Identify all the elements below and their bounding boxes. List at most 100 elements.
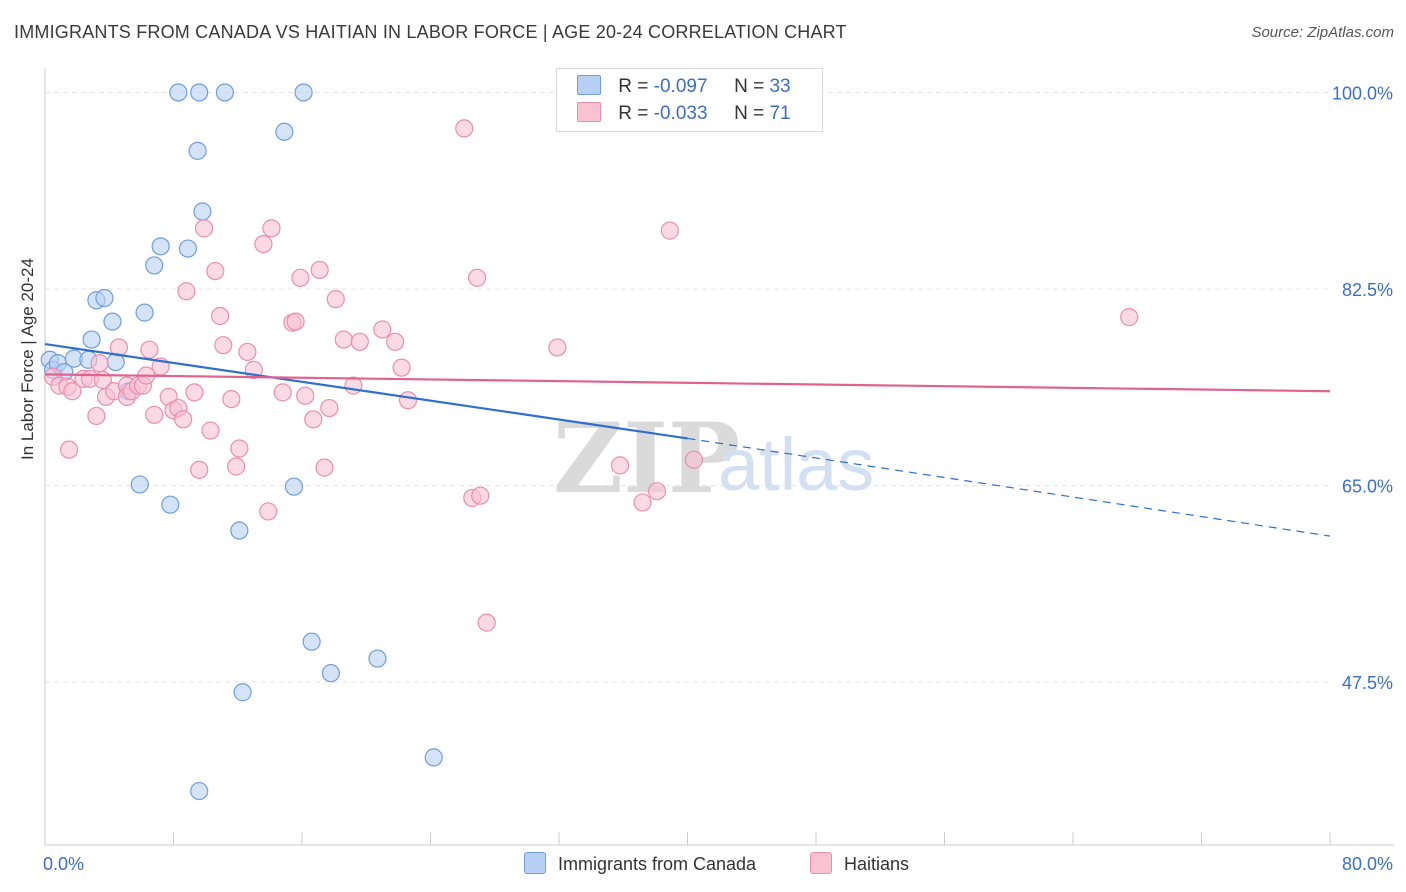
legend-item-canada: Immigrants from Canada <box>524 852 756 875</box>
canada-point <box>190 781 209 801</box>
haitian-point <box>238 342 257 362</box>
axes <box>44 68 1394 846</box>
haitian-point <box>230 439 249 458</box>
haitian-point <box>254 234 273 254</box>
legend-swatch-haitian <box>577 102 601 122</box>
legend-swatch-canada <box>524 852 546 874</box>
x-tick-label: 80.0% <box>1342 854 1393 874</box>
canada-point <box>169 83 188 102</box>
haitian-point <box>320 398 339 418</box>
canada-point <box>275 122 294 141</box>
haitian-point <box>201 421 220 440</box>
trend-line-canada-extension <box>687 437 1331 537</box>
canada-point <box>424 748 443 767</box>
legend-label-haitian: Haitians <box>844 854 910 874</box>
canada-point <box>368 649 387 668</box>
trend-lines <box>44 342 1331 537</box>
haitian-point <box>1120 308 1139 327</box>
legend-row-canada: R = -0.097 N = 33 <box>577 75 791 99</box>
haitian-point <box>315 458 334 477</box>
canada-point <box>151 237 170 256</box>
legend-r-value-canada: -0.097 <box>653 76 708 97</box>
haitian-point <box>210 306 230 326</box>
haitian-point <box>471 486 490 505</box>
legend-r-label: R = <box>618 76 654 97</box>
trend-line-haitian <box>44 373 1331 393</box>
canada-point <box>233 683 252 702</box>
haitian-point <box>633 493 652 512</box>
canada-point <box>302 632 321 651</box>
canada-point <box>95 288 114 308</box>
canada-point <box>190 83 209 102</box>
x-tick-label: 0.0% <box>43 854 84 874</box>
haitian-point <box>467 268 487 287</box>
haitian-point <box>222 389 241 409</box>
haitian-point <box>647 482 667 501</box>
haitian-point <box>190 460 209 479</box>
haitian-point <box>291 268 310 287</box>
legend-swatch-haitian <box>810 852 832 874</box>
series-canada-points <box>40 83 443 801</box>
haitian-point <box>185 383 204 402</box>
haitian-point <box>392 358 411 377</box>
legend-label-canada: Immigrants from Canada <box>558 854 757 874</box>
legend-r-label: R = <box>618 103 654 124</box>
haitian-point <box>455 119 474 138</box>
haitian-point <box>90 354 109 373</box>
haitian-point <box>334 330 353 349</box>
canada-point <box>193 202 212 221</box>
canada-point <box>135 303 154 322</box>
haitian-point <box>684 450 704 469</box>
canada-point <box>188 141 207 160</box>
canada-point <box>178 239 198 258</box>
canada-point <box>161 495 180 514</box>
haitian-point <box>262 219 281 238</box>
trend-line-canada <box>44 342 688 440</box>
canada-point <box>321 664 341 683</box>
grid-lines <box>45 91 1330 683</box>
canada-point <box>103 312 122 331</box>
haitian-point <box>548 338 567 357</box>
canada-point <box>145 256 164 275</box>
legend-swatch-canada <box>577 75 601 95</box>
watermark-atlas: atlas <box>718 423 874 506</box>
canada-point <box>284 477 304 496</box>
canada-point <box>130 475 149 494</box>
haitian-point <box>610 456 630 475</box>
haitian-point <box>326 290 345 309</box>
haitian-point <box>660 221 679 240</box>
canada-point <box>82 330 101 349</box>
correlation-legend: R = -0.097 N = 33 R = -0.033 N = 71 <box>556 68 823 132</box>
haitian-point <box>310 260 329 280</box>
canada-point <box>230 521 249 540</box>
y-tick-label: 82.5% <box>1342 280 1393 300</box>
y-tick-label: 65.0% <box>1342 477 1393 497</box>
haitian-point <box>296 386 315 405</box>
canada-point <box>294 83 313 102</box>
chart-title: IMMIGRANTS FROM CANADA VS HAITIAN IN LAB… <box>14 22 847 42</box>
haitian-point <box>273 383 292 402</box>
haitian-point <box>227 457 246 476</box>
y-tick-label: 47.5% <box>1342 673 1393 693</box>
haitian-point <box>373 320 392 339</box>
haitian-point <box>386 332 405 351</box>
haitian-point <box>214 336 233 355</box>
haitian-point <box>63 382 82 401</box>
haitian-point <box>398 391 418 410</box>
haitian-point <box>177 282 196 301</box>
haitian-point <box>286 312 305 331</box>
legend-n-value-canada: 33 <box>769 76 791 97</box>
haitian-point <box>259 502 278 521</box>
haitian-point <box>59 440 79 459</box>
canada-point <box>215 83 234 102</box>
haitian-point <box>174 410 193 429</box>
haitian-point <box>350 332 369 351</box>
source-label: Source: ZipAtlas.com <box>1251 24 1394 41</box>
haitian-point <box>344 376 363 395</box>
haitian-point <box>206 261 225 281</box>
haitian-point <box>194 219 214 238</box>
haitian-point <box>477 613 496 632</box>
legend-r-value-haitian: -0.033 <box>653 103 708 124</box>
legend-n-label: N = <box>734 76 770 97</box>
